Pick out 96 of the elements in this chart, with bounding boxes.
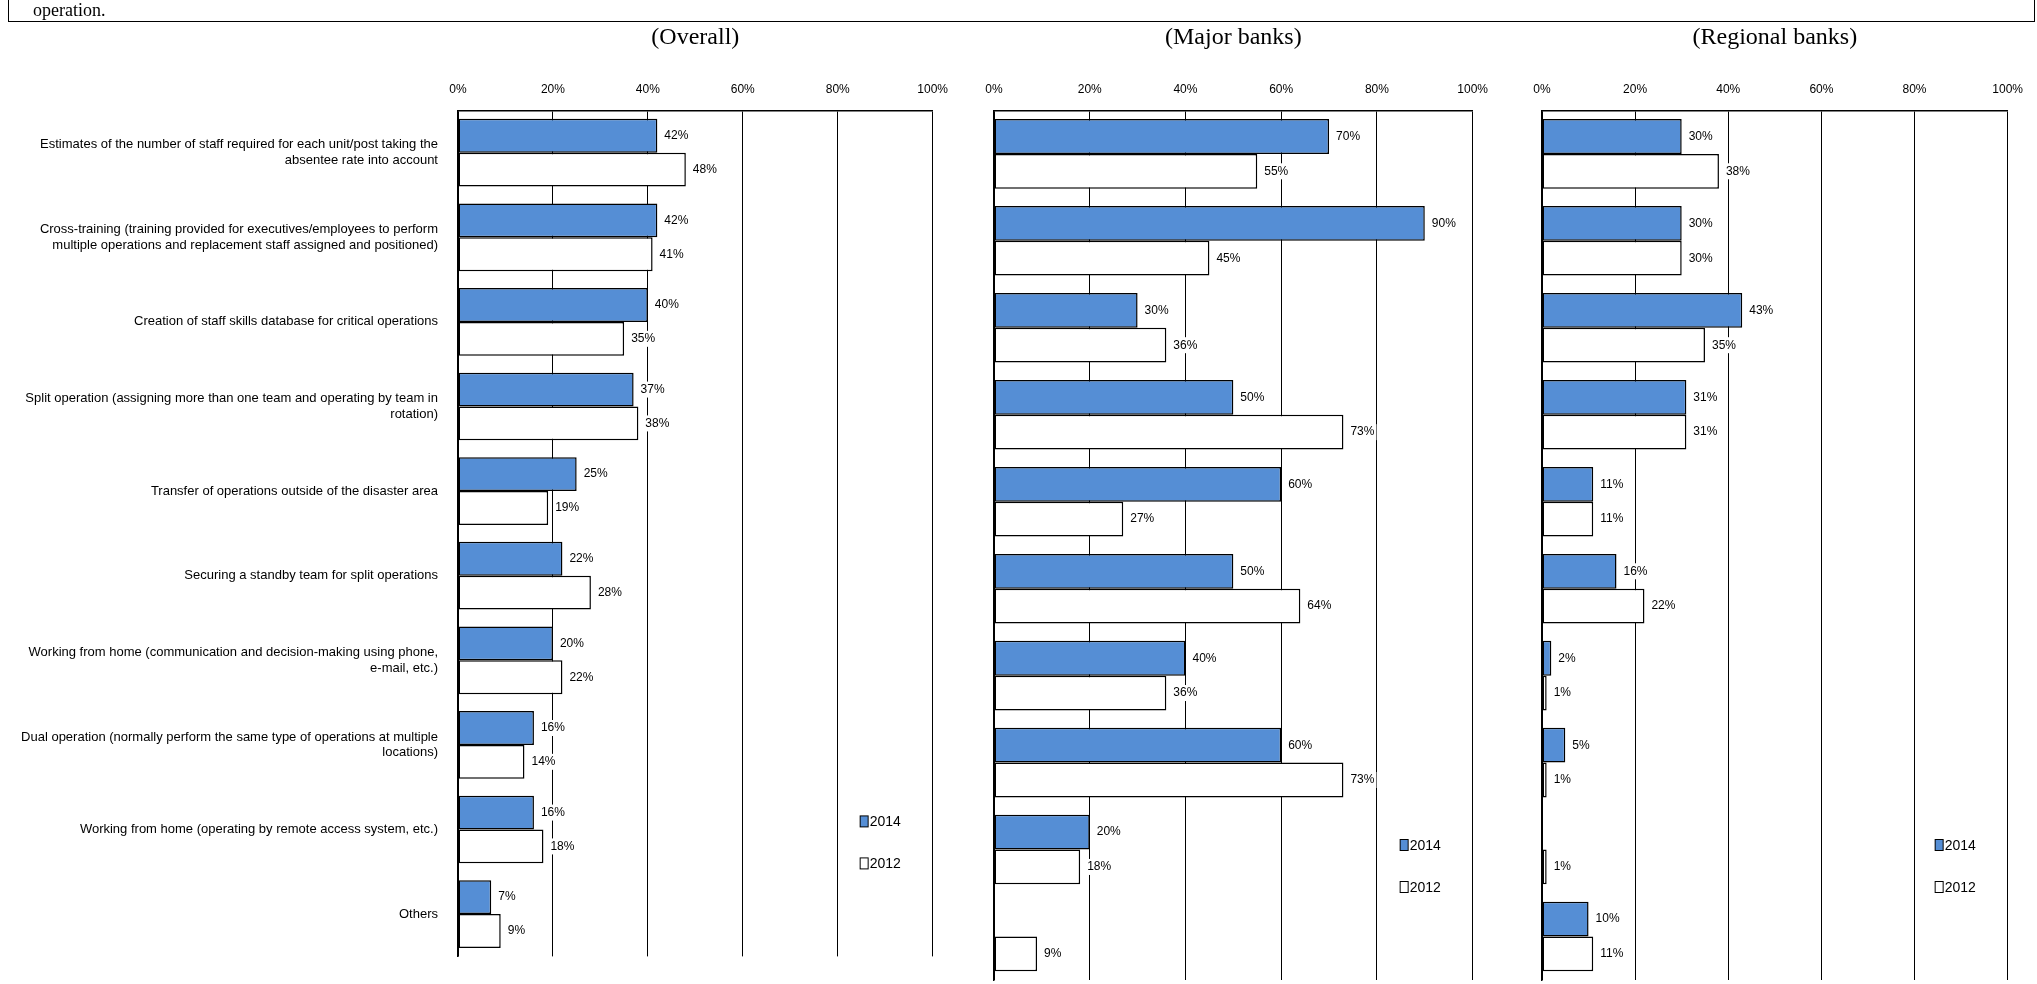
data-label: 10% [1595, 911, 1620, 926]
y-tick-label: Working from home (operating by remote access system, etc.) [79, 821, 438, 837]
data-label: 28% [597, 584, 623, 599]
data-label: 55% [1264, 163, 1289, 178]
data-label: 16% [540, 720, 566, 735]
data-label: 1% [1553, 772, 1572, 787]
data-label: 60% [1288, 476, 1313, 491]
data-label: 18% [1087, 859, 1112, 874]
data-label: 40% [1192, 650, 1217, 665]
x-tick-label: 40% [635, 81, 661, 96]
data-label: 43% [1749, 302, 1774, 317]
data-label: 5% [1572, 737, 1590, 752]
y-tick-label: Working from home (communication and decision-making using phone, e-mail, etc.) [28, 644, 438, 675]
data-label: 1% [1553, 859, 1572, 874]
data-label: 20% [559, 635, 585, 650]
data-label: 45% [1216, 250, 1241, 265]
chart-title: (Regional banks) [1692, 23, 1858, 50]
y-tick-label: Dual operation (normally perform the same type of operations at multiple locations) [21, 728, 438, 760]
x-tick-label: 80% [1902, 81, 1927, 96]
y-tick-label: Securing a standby team for split operations [184, 567, 439, 583]
y-tick-label: Transfer of operations outside of the disaster area [150, 482, 439, 498]
data-label: 11% [1600, 946, 1624, 961]
data-label: 64% [1307, 598, 1332, 613]
data-label: 73% [1350, 772, 1375, 787]
y-tick-label: Cross-training (training provided for executives/employees to perform multiple operations and replacement staff assigned and positioned) [39, 221, 438, 252]
x-tick-label: 60% [1809, 81, 1834, 96]
y-tick-label: Split operation (assigning more than one team and operating by team in rotation) [25, 390, 438, 421]
x-tick-label: 100% [1992, 81, 2024, 96]
data-label: 70% [1336, 128, 1361, 143]
y-tick-label: Others [398, 905, 439, 921]
data-label: 30% [1688, 250, 1714, 265]
x-tick-label: 40% [1173, 81, 1198, 96]
x-tick-label: 0% [449, 81, 467, 96]
data-label: 48% [692, 161, 718, 176]
data-label: 38% [645, 415, 670, 430]
legend-label: 2012 [1944, 878, 1977, 895]
data-label: 9% [1044, 946, 1062, 961]
legend-label: 2014 [869, 813, 902, 830]
data-label: 50% [1240, 389, 1265, 404]
data-label: 9% [507, 923, 526, 938]
data-label: 22% [569, 669, 594, 684]
x-tick-label: 20% [1077, 81, 1103, 96]
x-tick-label: 40% [1716, 81, 1741, 96]
legend-label: 2012 [869, 855, 902, 872]
data-label: 14% [531, 754, 556, 769]
data-label: 11% [1600, 476, 1624, 491]
data-label: 16% [1623, 563, 1648, 578]
data-label: 25% [583, 466, 609, 481]
y-tick-label: Creation of staff skills database for critical operations [134, 313, 439, 329]
x-tick-label: 0% [1533, 81, 1551, 96]
data-label: 42% [664, 212, 689, 227]
data-label: 1% [1553, 685, 1572, 700]
data-label: 36% [1173, 337, 1198, 352]
data-label: 7% [498, 889, 516, 904]
text: operation. [33, 0, 106, 20]
x-tick-label: 100% [917, 81, 949, 96]
data-label: 11% [1600, 511, 1624, 526]
data-label: 60% [1288, 737, 1313, 752]
data-label: 22% [569, 551, 594, 566]
data-label: 20% [1096, 824, 1122, 839]
data-label: 35% [631, 331, 656, 346]
data-label: 50% [1240, 563, 1265, 578]
data-label: 31% [1693, 389, 1718, 404]
data-label: 30% [1688, 128, 1714, 143]
x-tick-label: 80% [825, 81, 851, 96]
data-label: 36% [1173, 685, 1198, 700]
x-tick-label: 20% [1623, 81, 1648, 96]
data-label: 35% [1711, 337, 1737, 352]
y-tick-label: Estimates of the number of staff required for each unit/post taking the absentee rate into account [40, 136, 439, 168]
data-label: 30% [1688, 215, 1714, 230]
data-label: 27% [1130, 511, 1155, 526]
data-label: 73% [1350, 424, 1375, 439]
data-label: 40% [654, 297, 680, 312]
data-label: 38% [1725, 163, 1751, 178]
data-label: 30% [1144, 302, 1169, 317]
data-label: 22% [1651, 598, 1676, 613]
x-tick-label: 80% [1364, 81, 1390, 96]
data-label: 19% [555, 500, 580, 515]
chart-title: (Overall) [651, 23, 740, 50]
data-label: 41% [659, 246, 684, 261]
data-label: 2% [1558, 650, 1576, 665]
data-label: 90% [1431, 215, 1457, 230]
x-tick-label: 20% [540, 81, 566, 96]
data-label: 31% [1693, 424, 1718, 439]
x-tick-label: 100% [1457, 81, 1489, 96]
legend-label: 2012 [1409, 878, 1442, 895]
legend-label: 2014 [1944, 836, 1977, 853]
chart-title: (Major banks) [1165, 23, 1302, 50]
data-label: 18% [550, 838, 575, 853]
legend-label: 2014 [1409, 836, 1442, 853]
data-label: 16% [540, 804, 566, 819]
x-tick-label: 60% [730, 81, 756, 96]
data-label: 42% [664, 128, 689, 143]
x-tick-label: 60% [1269, 81, 1294, 96]
data-label: 37% [640, 381, 665, 396]
x-tick-label: 0% [985, 81, 1003, 96]
